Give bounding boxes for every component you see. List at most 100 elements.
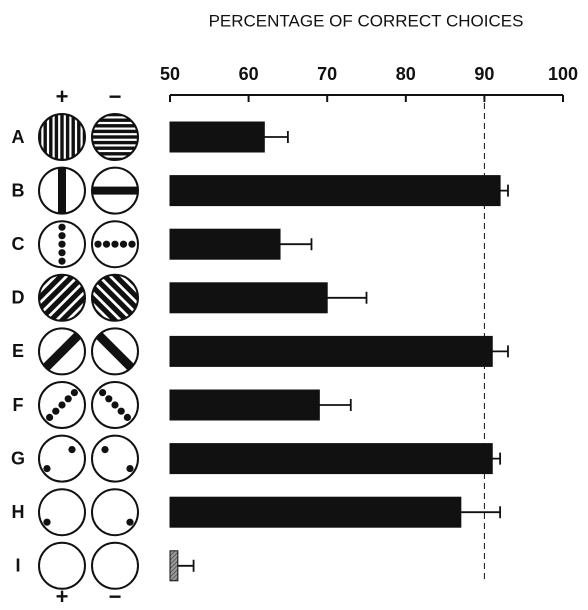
dot	[58, 224, 65, 231]
icon-pattern	[43, 519, 50, 526]
x-tick-label: 60	[239, 64, 259, 84]
category-label: G	[11, 448, 25, 468]
column-label: +	[56, 84, 69, 109]
icon-outline	[92, 543, 138, 589]
dot	[43, 465, 50, 472]
icon-pattern	[92, 187, 138, 195]
icon	[39, 436, 85, 482]
stripe	[55, 114, 58, 160]
bar	[170, 444, 492, 474]
error-bar	[500, 185, 508, 197]
dot	[111, 241, 118, 248]
dot	[58, 258, 65, 265]
bar	[170, 551, 178, 581]
dot	[99, 389, 106, 396]
icon	[92, 113, 138, 161]
dot	[94, 241, 101, 248]
icon-pattern	[58, 168, 66, 214]
category-label: A	[12, 127, 25, 147]
category-label: D	[12, 288, 25, 308]
icon-pattern	[94, 241, 135, 248]
icon-outline	[39, 489, 85, 535]
bar	[170, 176, 500, 206]
icon	[92, 382, 138, 428]
error-bar	[327, 292, 366, 304]
bar	[170, 283, 327, 313]
dot	[126, 519, 133, 526]
icon	[92, 221, 138, 267]
category-label: F	[13, 395, 24, 415]
icon-pattern	[101, 446, 133, 472]
error-bar	[280, 238, 311, 250]
dot	[58, 249, 65, 256]
dot	[128, 241, 135, 248]
category-label: C	[12, 234, 25, 254]
x-tick-label: 90	[474, 64, 494, 84]
dot	[118, 408, 125, 415]
dot	[103, 241, 110, 248]
dot	[111, 401, 118, 408]
icon	[92, 168, 138, 214]
icon-outline	[92, 489, 138, 535]
category-label: E	[12, 341, 24, 361]
bar	[170, 497, 461, 527]
x-tick-label: 100	[548, 64, 578, 84]
error-bar	[492, 345, 508, 357]
icon	[92, 489, 138, 535]
error-bar	[461, 506, 500, 518]
icon-pattern	[126, 519, 133, 526]
icon	[39, 489, 85, 535]
stripe	[60, 114, 63, 160]
icon-pattern	[43, 446, 75, 472]
icon-outline	[39, 543, 85, 589]
icon	[84, 320, 147, 383]
column-label: −	[109, 84, 122, 109]
dot	[105, 395, 112, 402]
stripe	[92, 147, 138, 150]
dot	[46, 414, 53, 421]
error-bar	[178, 560, 194, 572]
icon	[39, 382, 85, 428]
icon-pattern	[99, 389, 131, 421]
error-bar	[492, 453, 500, 465]
x-tick-label: 70	[317, 64, 337, 84]
dot	[126, 465, 133, 472]
bar	[170, 122, 264, 152]
icon-outline	[39, 436, 85, 482]
icon	[31, 320, 94, 383]
dot	[124, 414, 131, 421]
dot	[101, 446, 108, 453]
stripe	[66, 114, 69, 160]
chart-title: PERCENTAGE OF CORRECT CHOICES	[209, 11, 524, 30]
dot	[58, 401, 65, 408]
stripe	[58, 168, 66, 214]
x-tick-label: 50	[160, 64, 180, 84]
dot	[58, 232, 65, 239]
dot	[43, 519, 50, 526]
stripe	[92, 187, 138, 195]
bar	[170, 390, 319, 420]
error-bar	[264, 131, 288, 143]
icon-pattern	[46, 389, 78, 421]
icon	[92, 543, 138, 589]
error-bar	[319, 399, 350, 411]
stripe	[92, 130, 138, 133]
icon-pattern	[58, 224, 65, 265]
dot	[65, 395, 72, 402]
stripe	[49, 114, 52, 160]
category-label: B	[12, 180, 25, 200]
bar	[170, 229, 280, 259]
icon	[39, 168, 85, 214]
icon	[38, 114, 86, 160]
stripe	[92, 124, 138, 127]
icon	[92, 436, 138, 482]
dot	[52, 408, 59, 415]
icon	[39, 221, 85, 267]
x-tick-label: 80	[396, 64, 416, 84]
stripe	[72, 114, 75, 160]
page: PERCENTAGE OF CORRECT CHOICES 50 60 70 80 90…	[0, 0, 588, 610]
bar	[170, 336, 492, 366]
dot	[68, 446, 75, 453]
icon-outline	[92, 436, 138, 482]
chart: PERCENTAGE OF CORRECT CHOICES 50 60 70 80 90…	[0, 0, 588, 610]
